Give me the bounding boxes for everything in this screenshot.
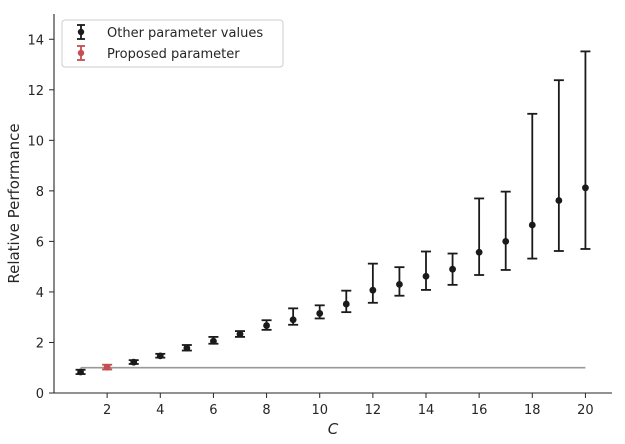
legend-label: Other parameter values <box>107 26 263 41</box>
data-point <box>528 221 536 229</box>
x-tick-label: 6 <box>209 403 217 418</box>
y-axis-title: Relative Performance <box>5 123 23 283</box>
data-point <box>582 184 589 192</box>
x-axis-title: C <box>328 420 339 438</box>
error-bar <box>261 319 272 331</box>
error-bar <box>155 352 166 360</box>
error-bar <box>208 336 219 345</box>
data-point <box>210 337 217 345</box>
axes <box>53 14 612 394</box>
error-bar <box>288 307 299 326</box>
legend: Other parameter values Proposed parameter <box>61 19 284 68</box>
x-tick-label: 10 <box>311 403 328 418</box>
y-tick-label: 2 <box>36 336 44 351</box>
data-point <box>502 238 510 245</box>
error-bar <box>421 250 431 291</box>
data-point <box>77 368 84 376</box>
legend-marker-dot <box>77 49 85 57</box>
y-tick-label: 4 <box>36 286 44 301</box>
data-point <box>289 316 297 324</box>
error-bar <box>314 304 325 320</box>
error-bar <box>580 50 591 250</box>
data-point <box>342 300 350 308</box>
x-ticks: 2 4 6 8 10 12 14 16 18 20 <box>103 393 594 418</box>
x-tick-label: 16 <box>471 403 488 418</box>
data-point <box>369 286 377 294</box>
x-tick-label: 2 <box>103 403 111 418</box>
y-tick-label: 12 <box>27 84 44 99</box>
legend-marker-dot <box>77 28 85 36</box>
error-bar <box>394 266 405 297</box>
x-tick-label: 14 <box>418 403 435 418</box>
x-tick-label: 12 <box>365 403 382 418</box>
x-tick-label: 18 <box>524 403 541 418</box>
legend-entry: Other parameter values <box>77 24 263 41</box>
data-point <box>156 352 164 360</box>
data-point <box>475 248 483 256</box>
error-bar <box>75 368 86 376</box>
error-bar <box>235 330 245 338</box>
series-other-parameter-values <box>75 50 591 376</box>
x-tick-label: 20 <box>577 403 594 418</box>
error-bar <box>447 252 458 286</box>
error-bar <box>181 344 192 352</box>
data-point <box>316 310 324 317</box>
error-bar <box>500 190 511 271</box>
data-point <box>449 265 456 273</box>
error-bar <box>527 112 538 260</box>
data-point <box>130 358 138 366</box>
error-bar-layer <box>75 50 591 376</box>
error-bar <box>474 197 485 276</box>
data-point <box>183 344 191 352</box>
error-bar <box>367 262 378 304</box>
x-tick-label: 8 <box>262 403 270 418</box>
data-point <box>555 197 563 204</box>
y-ticks: 0 2 4 6 8 10 12 14 <box>27 33 54 402</box>
legend-box <box>61 19 284 68</box>
legend-label: Proposed parameter <box>107 47 240 62</box>
series-proposed-parameter <box>102 363 113 371</box>
y-tick-label: 8 <box>36 185 44 200</box>
error-bar <box>553 79 564 252</box>
error-bar <box>128 358 139 366</box>
legend-entry: Proposed parameter <box>77 45 240 62</box>
error-bar <box>341 289 352 314</box>
data-point <box>236 330 244 338</box>
y-tick-label: 0 <box>36 387 44 402</box>
y-tick-label: 14 <box>27 33 44 48</box>
legend-items: Other parameter values Proposed parameter <box>77 24 263 62</box>
x-tick-label: 4 <box>156 403 164 418</box>
data-point <box>103 363 111 371</box>
data-point <box>263 322 270 329</box>
data-point <box>396 280 403 288</box>
y-tick-label: 10 <box>27 134 44 149</box>
y-tick-label: 6 <box>36 235 44 250</box>
error-bar <box>102 363 113 371</box>
data-point <box>422 272 430 280</box>
